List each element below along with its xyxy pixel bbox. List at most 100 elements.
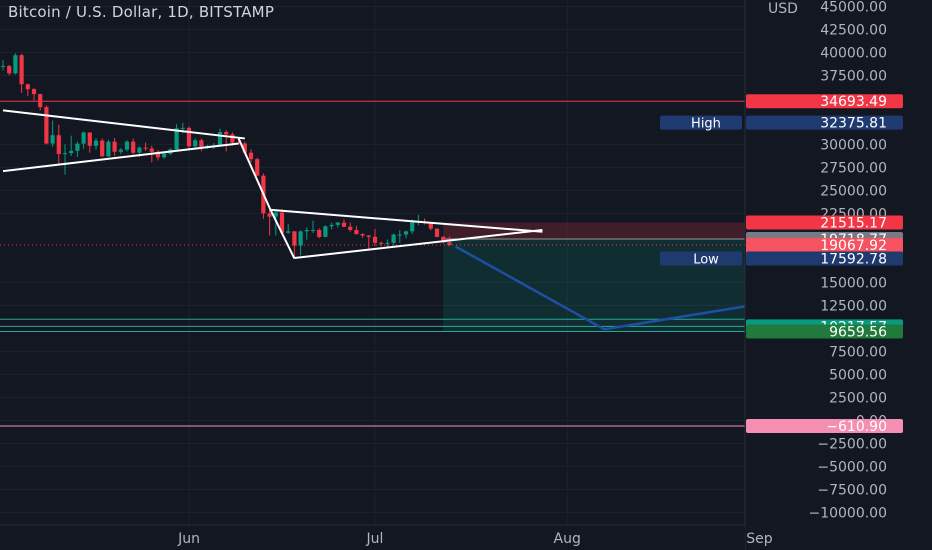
candle xyxy=(193,138,198,149)
plot-background xyxy=(0,0,745,525)
candle xyxy=(372,229,378,247)
y-tick-label: 25000.00 xyxy=(820,183,887,199)
candle-body xyxy=(217,131,223,146)
candle-body xyxy=(50,135,55,144)
tag-text: High xyxy=(691,117,721,132)
x-tick-label: Jun xyxy=(177,531,200,547)
candle xyxy=(69,135,74,156)
trend-line xyxy=(269,208,543,233)
candle-body xyxy=(186,127,192,147)
y-tick-label: 30000.00 xyxy=(820,137,887,153)
trend-line xyxy=(294,228,543,260)
y-axis-unit-label: USD xyxy=(768,1,798,17)
tag-text: Low xyxy=(693,253,719,268)
candle xyxy=(100,138,105,157)
candle-body xyxy=(56,135,61,155)
candle-body xyxy=(385,242,390,244)
candle-body xyxy=(174,128,179,150)
y-tick-label: 40000.00 xyxy=(820,45,887,61)
candle xyxy=(162,153,167,159)
candle xyxy=(366,235,371,249)
candle-body xyxy=(248,152,254,160)
candle xyxy=(174,124,179,151)
projection-arrow xyxy=(454,245,760,331)
y-tick-label: 42500.00 xyxy=(820,22,887,38)
candle-body xyxy=(75,143,80,151)
candle-body xyxy=(31,89,37,95)
x-axis-panel xyxy=(0,525,745,550)
y-tick-label: −7500.00 xyxy=(817,482,887,498)
candle xyxy=(31,88,37,101)
tag-box xyxy=(660,115,742,130)
candle-body xyxy=(13,55,18,74)
candle-body xyxy=(106,141,111,157)
tag-box xyxy=(660,251,742,266)
candle-body xyxy=(360,234,365,236)
candle xyxy=(335,222,340,228)
candle-body xyxy=(379,242,384,244)
candle xyxy=(13,53,18,75)
candle xyxy=(131,138,136,155)
price-label-text: 21515.17 xyxy=(820,215,887,231)
price-label: 21515.17 xyxy=(746,215,903,231)
candle-body xyxy=(149,148,154,152)
y-tick-label: 15000.00 xyxy=(820,275,887,291)
candle xyxy=(354,225,359,235)
candle xyxy=(62,144,68,175)
candle xyxy=(292,230,297,259)
candle xyxy=(310,220,316,234)
candle xyxy=(341,219,347,228)
candle xyxy=(298,230,303,256)
candle xyxy=(255,157,260,176)
candle xyxy=(124,140,130,152)
candle-body xyxy=(348,226,353,230)
y-axis-panel xyxy=(745,0,932,550)
candle xyxy=(273,211,278,236)
candle-body xyxy=(397,234,402,236)
candle xyxy=(118,148,123,155)
candle xyxy=(155,149,161,161)
candle xyxy=(38,93,43,111)
trend-line xyxy=(2,109,245,140)
price-label-text: 19067.92 xyxy=(820,238,887,254)
candle-body xyxy=(81,132,86,144)
candle xyxy=(106,139,111,157)
candle xyxy=(25,83,30,97)
candle-body xyxy=(44,107,49,144)
candle-body xyxy=(242,143,247,153)
candle-body xyxy=(230,134,235,143)
candle-body xyxy=(329,224,334,227)
candle-body xyxy=(317,229,322,237)
stop-loss-zone xyxy=(443,222,745,239)
candle-body xyxy=(62,153,68,155)
price-label: 34693.49 xyxy=(746,94,903,110)
candle xyxy=(50,120,55,147)
x-tick-label: Aug xyxy=(554,531,581,547)
candle-body xyxy=(199,140,204,148)
candle-body xyxy=(224,131,229,135)
candle xyxy=(267,206,272,236)
candle-body xyxy=(137,147,142,153)
candle xyxy=(403,230,409,239)
x-tick-label: Sep xyxy=(746,531,773,547)
candle xyxy=(323,225,328,238)
candle-body xyxy=(267,213,272,217)
candle-body xyxy=(100,140,105,157)
y-tick-label: 2500.00 xyxy=(829,390,887,406)
candle-body xyxy=(112,141,117,152)
y-tick-label: 37500.00 xyxy=(820,68,887,84)
candle-body xyxy=(162,153,167,158)
candle-body xyxy=(118,149,123,152)
candle xyxy=(87,132,92,153)
price-label-text: 9659.56 xyxy=(829,325,887,341)
candle-body xyxy=(310,229,316,231)
trend-line xyxy=(2,142,239,173)
candle-body xyxy=(410,221,415,232)
candle-body xyxy=(323,226,328,237)
candle xyxy=(199,138,204,152)
y-tick-label: 12500.00 xyxy=(820,298,887,314)
candle-body xyxy=(143,147,148,149)
candle xyxy=(329,222,334,230)
